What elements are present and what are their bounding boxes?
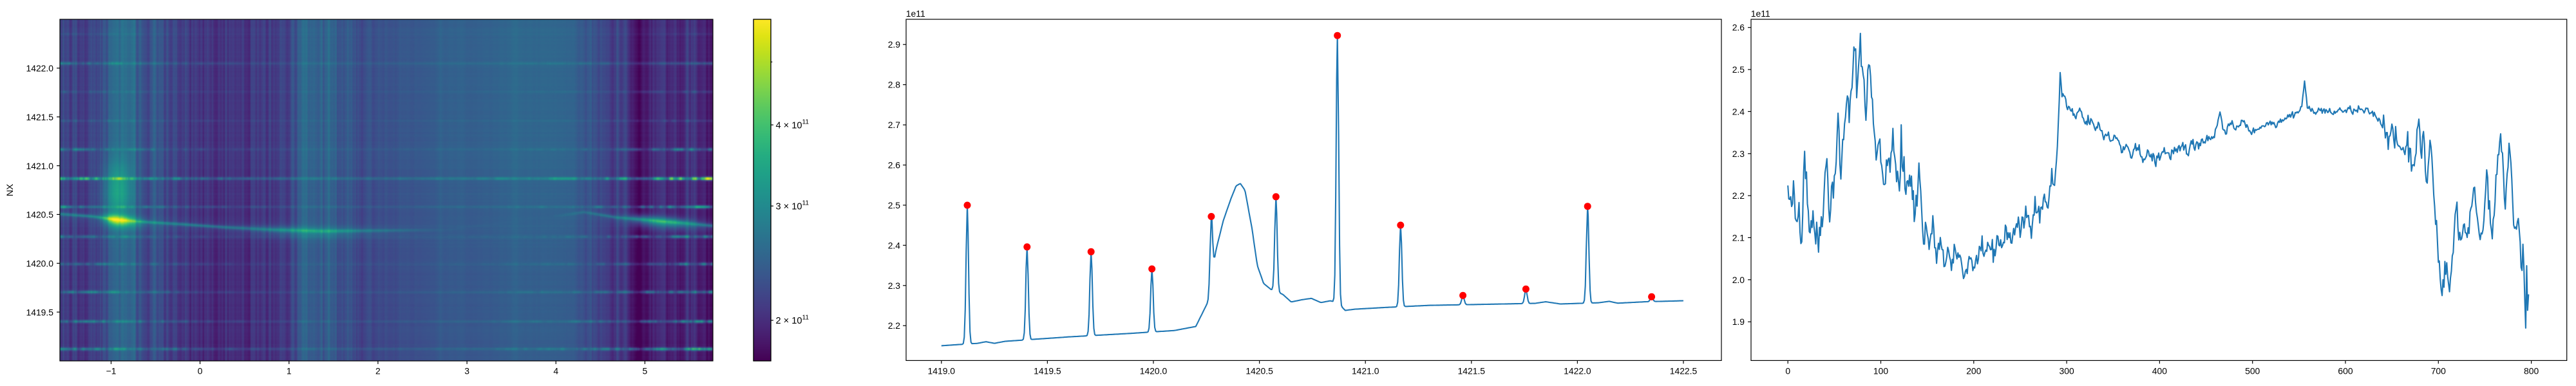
svg-text:1419.0: 1419.0 [928, 365, 956, 376]
svg-text:1420.5: 1420.5 [1245, 365, 1273, 376]
svg-text:200: 200 [1966, 365, 1981, 376]
svg-text:1422.0: 1422.0 [1564, 365, 1591, 376]
svg-text:300: 300 [2060, 365, 2074, 376]
svg-text:400: 400 [2152, 365, 2167, 376]
svg-text:4 × 1011: 4 × 1011 [776, 119, 810, 131]
svg-text:1e11: 1e11 [906, 8, 925, 19]
svg-text:NX: NX [5, 184, 15, 196]
svg-text:500: 500 [2245, 365, 2260, 376]
svg-text:1422.0: 1422.0 [26, 63, 54, 73]
svg-text:2 × 1011: 2 × 1011 [776, 314, 810, 326]
svg-text:2.3: 2.3 [1732, 149, 1745, 159]
svg-text:2.0: 2.0 [1732, 275, 1745, 285]
svg-text:800: 800 [2524, 365, 2539, 376]
svg-text:0: 0 [1785, 365, 1790, 376]
svg-text:100: 100 [1873, 365, 1888, 376]
svg-text:2.2: 2.2 [888, 320, 901, 331]
svg-text:2: 2 [375, 365, 381, 376]
svg-text:700: 700 [2431, 365, 2446, 376]
svg-text:1: 1 [287, 365, 292, 376]
svg-text:2.6: 2.6 [888, 160, 901, 170]
svg-text:1421.5: 1421.5 [1458, 365, 1486, 376]
svg-text:3 × 1011: 3 × 1011 [776, 200, 810, 212]
svg-text:1420.0: 1420.0 [1140, 365, 1168, 376]
svg-text:2.9: 2.9 [888, 39, 901, 50]
svg-text:1420.0: 1420.0 [26, 259, 54, 269]
svg-text:2.8: 2.8 [888, 80, 901, 90]
svg-text:2.3: 2.3 [888, 280, 901, 291]
svg-text:1419.5: 1419.5 [1034, 365, 1061, 376]
svg-text:2.6: 2.6 [1732, 23, 1745, 33]
svg-text:1422.5: 1422.5 [1670, 365, 1698, 376]
svg-text:5: 5 [643, 365, 648, 376]
svg-text:1421.5: 1421.5 [26, 112, 54, 122]
svg-text:2.5: 2.5 [1732, 64, 1745, 75]
svg-text:2.7: 2.7 [888, 120, 901, 130]
svg-text:600: 600 [2338, 365, 2353, 376]
svg-text:1421.0: 1421.0 [26, 161, 54, 171]
svg-text:2.5: 2.5 [888, 200, 901, 210]
svg-text:−1: −1 [106, 365, 117, 376]
svg-text:0: 0 [198, 365, 203, 376]
svg-text:2.2: 2.2 [1732, 190, 1745, 201]
svg-text:4: 4 [553, 365, 558, 376]
svg-text:2.1: 2.1 [1732, 232, 1745, 243]
svg-text:3: 3 [464, 365, 469, 376]
svg-text:1420.5: 1420.5 [26, 210, 54, 220]
svg-text:2.4: 2.4 [1732, 106, 1745, 116]
svg-text:1e11: 1e11 [1751, 8, 1770, 19]
svg-text:1419.5: 1419.5 [26, 307, 54, 317]
svg-text:2.4: 2.4 [888, 240, 901, 250]
svg-text:1.9: 1.9 [1732, 317, 1745, 327]
svg-text:1421.0: 1421.0 [1352, 365, 1379, 376]
